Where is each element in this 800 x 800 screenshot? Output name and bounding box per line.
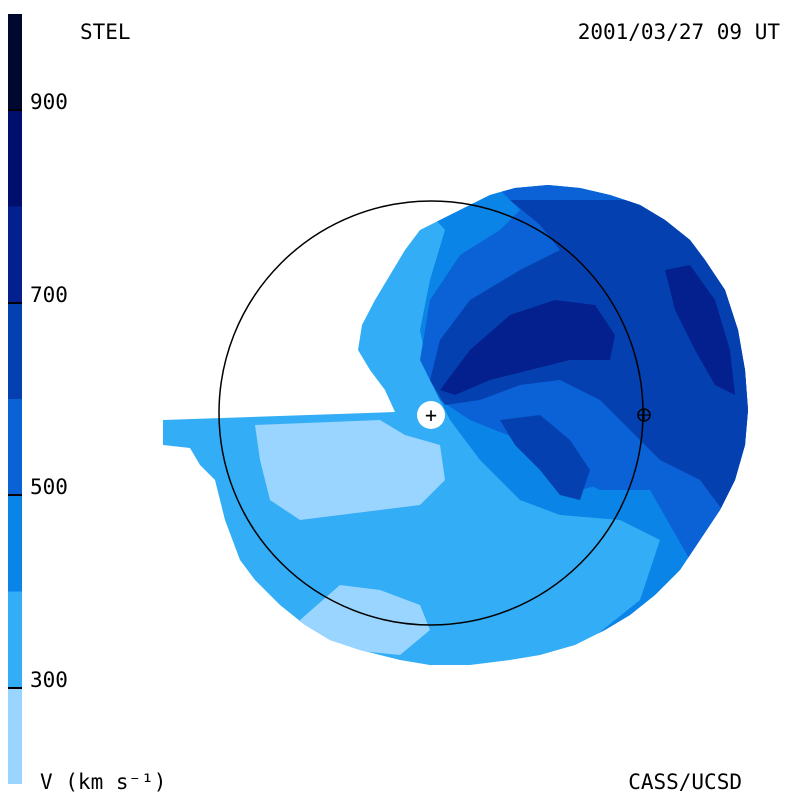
colorbar-tick-label: 900 xyxy=(30,90,68,115)
colorbar-band xyxy=(8,110,22,207)
colorbar-tick xyxy=(8,686,22,689)
earth-orbit-circle xyxy=(218,200,644,626)
colorbar-band xyxy=(8,591,22,688)
sun-disk xyxy=(417,401,445,429)
colorbar-band xyxy=(8,687,22,784)
colorbar-tick-label: 300 xyxy=(30,667,68,692)
region-700-800-east xyxy=(665,265,735,395)
region-200-300 xyxy=(255,420,445,520)
colorbar-band xyxy=(8,399,22,496)
colorbar-band xyxy=(8,14,22,111)
velocity-colorbar xyxy=(8,14,22,784)
colorbar-tick xyxy=(8,301,22,304)
earth-marker-icon xyxy=(637,408,651,422)
colorbar-band xyxy=(8,302,22,399)
datetime-label: 2001/03/27 09 UT xyxy=(577,20,780,44)
colorbar-tick xyxy=(8,109,22,112)
region-200-300-south xyxy=(300,585,430,655)
units-label: V (km s⁻¹) xyxy=(40,770,167,794)
sun-symbol: + xyxy=(425,403,437,427)
station-label: STEL xyxy=(80,20,131,44)
region-700-800 xyxy=(440,300,615,395)
colorbar-tick-label: 500 xyxy=(30,475,68,500)
colorbar-band xyxy=(8,206,22,303)
colorbar-tick xyxy=(8,494,22,497)
region-600-700-lobe xyxy=(500,415,590,500)
colorbar-tick-label: 700 xyxy=(30,282,68,307)
colorbar-band xyxy=(8,495,22,592)
credit-label: CASS/UCSD xyxy=(628,770,742,794)
